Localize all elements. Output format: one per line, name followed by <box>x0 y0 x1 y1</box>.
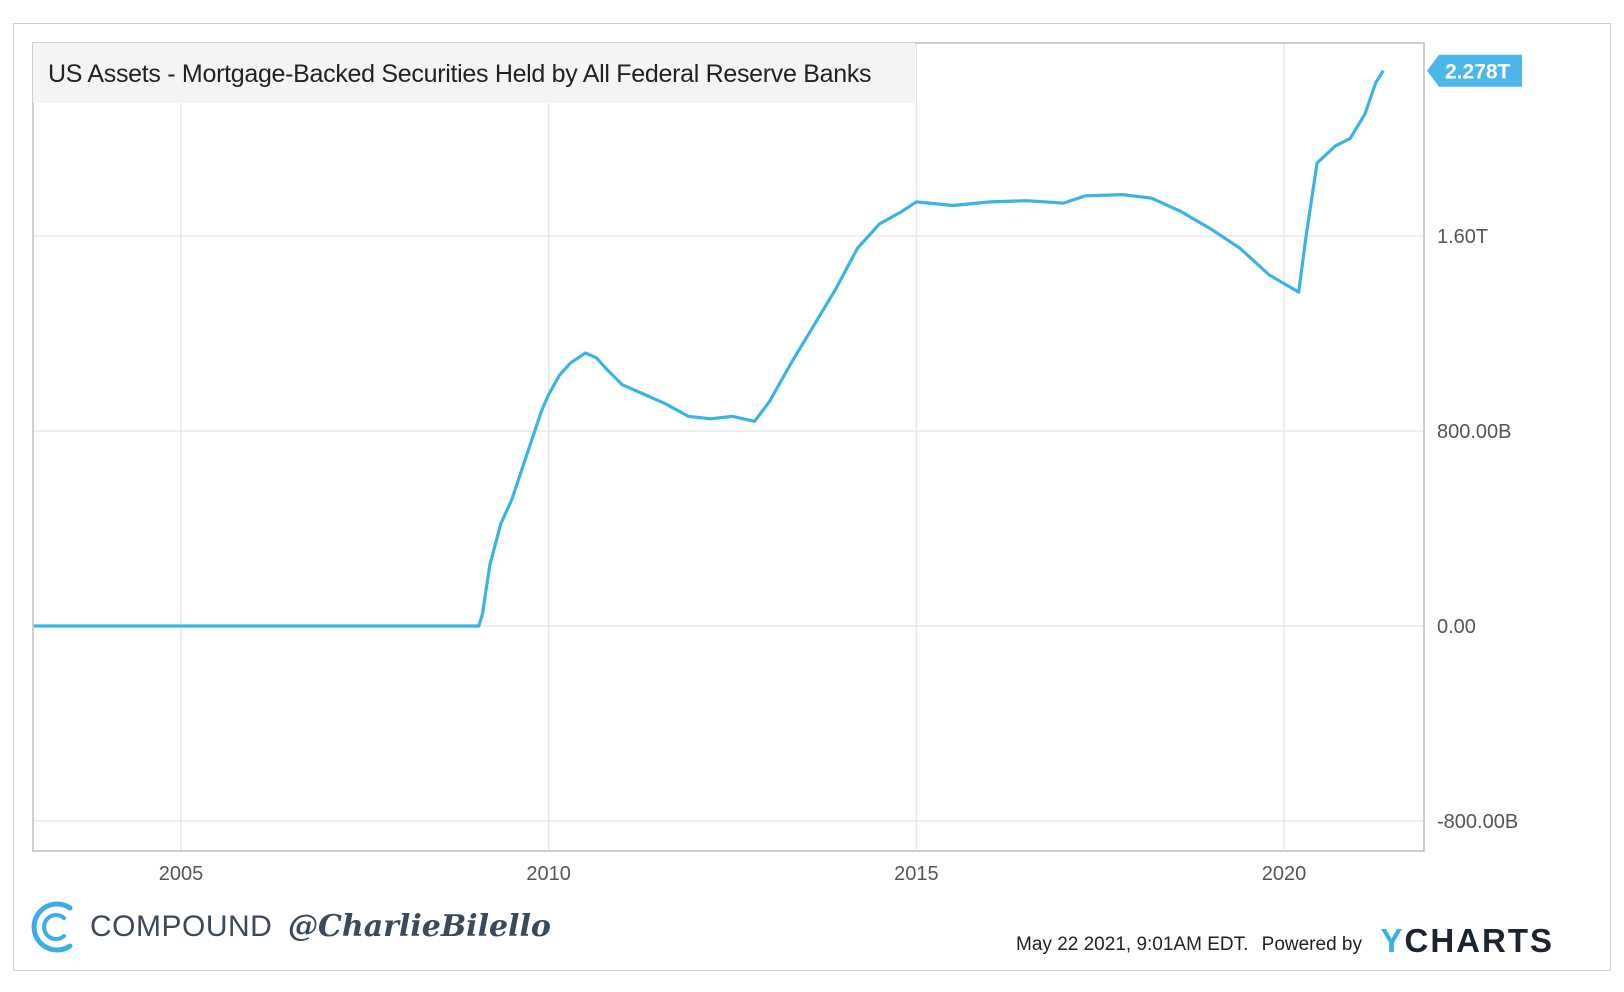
ycharts-logo: YCHARTS <box>1380 922 1554 960</box>
y-axis-ticks: -800.00B 0.00 800.00B 1.60T <box>1437 226 1518 833</box>
footer-timestamp-line: May 22 2021, 9:01AM EDT. Powered by <box>1016 934 1362 956</box>
author-handle: @CharlieBilello <box>288 909 551 944</box>
y-tick-label: 0.00 <box>1437 616 1476 638</box>
ycharts-logo-text: CHARTS <box>1404 922 1554 959</box>
y-tick-label: -800.00B <box>1437 811 1518 833</box>
compound-logo-icon <box>31 901 73 953</box>
x-axis-ticks: 2005 2010 2015 2020 <box>159 863 1307 885</box>
series-line-mbs <box>33 69 1385 628</box>
x-tick-label: 2020 <box>1262 863 1307 885</box>
last-value-marker: 2.278T <box>1427 54 1522 87</box>
chart-title-box: US Assets - Mortgage-Backed Securities H… <box>33 43 915 103</box>
last-value-flag <box>1427 54 1522 87</box>
powered-by-label: Powered by <box>1261 934 1362 955</box>
timestamp: May 22 2021, 9:01AM EDT. <box>1016 934 1249 955</box>
x-tick-label: 2010 <box>526 863 571 885</box>
brand-name: COMPOUND <box>90 910 273 943</box>
y-tick-label: 800.00B <box>1437 421 1512 443</box>
last-value-label: 2.278T <box>1445 61 1511 84</box>
ycharts-logo-y: Y <box>1380 922 1405 959</box>
plot-border <box>32 42 1425 852</box>
x-tick-label: 2005 <box>159 863 204 885</box>
grid <box>33 43 1424 851</box>
x-tick-label: 2015 <box>894 863 939 885</box>
chart-title: US Assets - Mortgage-Backed Securities H… <box>48 60 872 88</box>
chart-frame <box>13 23 1611 971</box>
y-tick-label: 1.60T <box>1437 226 1488 248</box>
